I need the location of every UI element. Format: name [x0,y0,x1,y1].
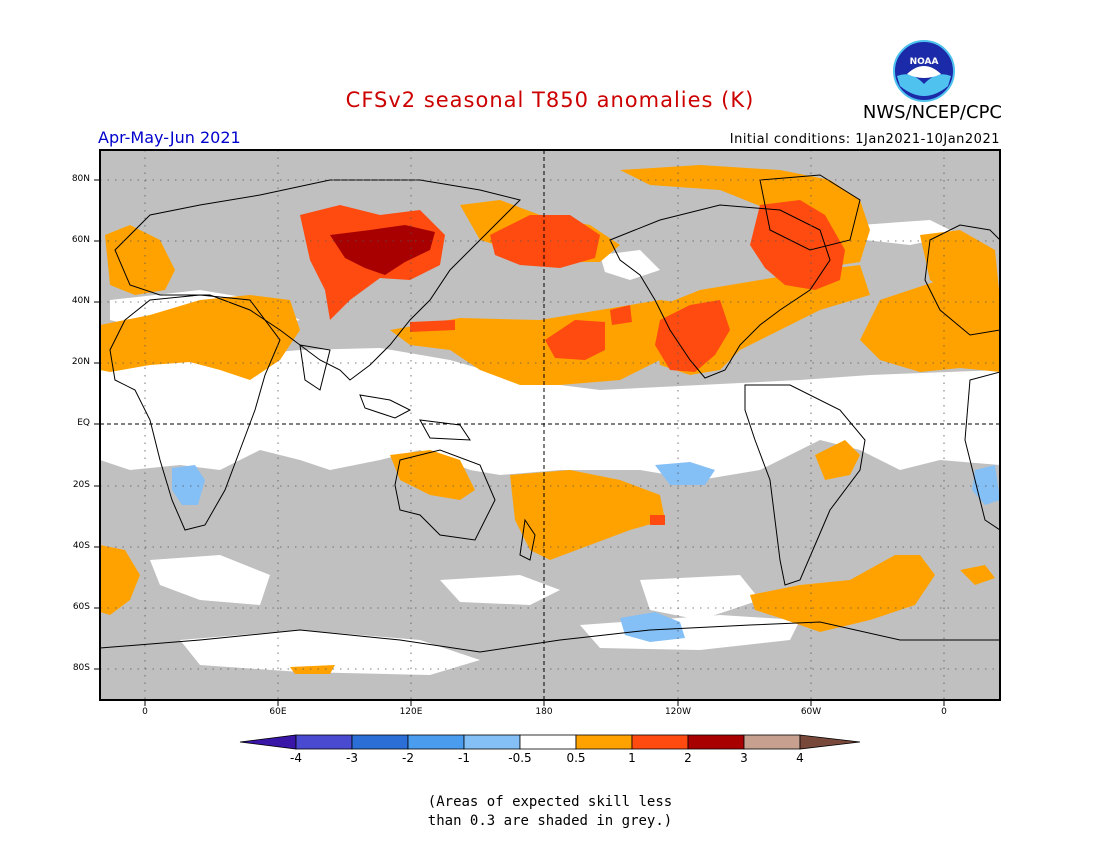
tropical-neutral-band [100,348,1000,480]
lon-label: 0 [941,707,947,717]
lat-label: 20N [71,357,90,367]
anomaly-orange-southern-ocean [750,555,935,632]
anomaly-orange-south-pacific [510,470,665,560]
colorbar-segment [463,734,521,750]
map-frame [99,149,1001,701]
lon-label: 180 [535,707,553,717]
anomaly-red-bering [490,215,600,268]
colorbar-segment [631,734,689,750]
anomaly-darkred-siberia [330,225,435,275]
anomaly-orange-south-atlantic [100,545,140,615]
anomaly-blue-south-pacific [655,462,715,485]
lon-label: 60E [269,707,287,717]
lat-label: 40S [72,541,90,551]
colorbar-label: -2 [402,751,414,765]
anomaly-red-small [410,320,455,332]
anomaly-orange-antarctic-strip [290,665,335,674]
colorbar-label: 0.5 [566,751,586,765]
anomaly-red-small [650,515,665,525]
coastlines [100,174,1000,653]
colorbar [239,734,861,750]
anomaly-blue-southern-africa [172,465,205,505]
noaa-logo-text: NOAA [910,57,939,67]
south-white-patch [640,575,760,620]
anomaly-orange-europe-east [920,230,1000,300]
colorbar-label: 3 [740,751,748,765]
grid-lines [100,150,1000,700]
anomaly-red-greenland [750,200,845,290]
colorbar-label: -4 [290,751,302,765]
colorbar-segment [407,734,465,750]
agency-label: NWS/NCEP/CPC [862,102,1002,123]
skill-note-line: (Areas of expected skill less [427,794,673,810]
colorbar-segment [295,734,353,750]
colorbar-label: -1 [458,751,470,765]
anomaly-orange-south-america [815,440,860,480]
lon-label: 120E [399,707,423,717]
tick-marks [94,179,945,706]
anomaly-orange-atlantic [860,280,1000,372]
white-patch [600,250,660,280]
lat-label: 80S [72,663,90,673]
lat-label: 60S [72,602,90,612]
colorbar-label: 2 [684,751,692,765]
noaa-logo: NOAA [893,40,955,102]
colorbar-label: 4 [796,751,804,765]
skill-note-line: than 0.3 are shaded in grey.) [427,813,673,829]
lon-label: 120W [664,707,692,717]
lon-label: 60W [800,707,822,717]
south-white-patch [150,555,270,605]
lat-label: 80N [71,174,90,184]
anomaly-orange-europe-west [960,565,995,585]
anomaly-blue-southern-ocean [620,612,685,642]
colorbar-label: 1 [628,751,636,765]
colorbar-arrow-right [799,734,861,750]
anomaly-red-mexico [655,300,730,372]
lat-label: EQ [77,418,90,428]
south-white-patch [440,575,560,605]
lat-label: 20S [72,480,90,490]
colorbar-segment [351,734,409,750]
colorbar-segment [575,734,633,750]
colorbar-segment [687,734,745,750]
colorbar-segment [743,734,801,750]
anomaly-orange-north-africa [100,295,300,380]
colorbar-label: -0.5 [508,751,532,765]
skill-note: (Areas of expected skill less than 0.3 a… [0,793,1100,831]
lat-label: 60N [71,235,90,245]
initial-conditions-label: Initial conditions: 1Jan2021-10Jan2021 [729,132,1000,147]
season-label: Apr-May-Jun 2021 [98,128,241,147]
map-title: CFSv2 seasonal T850 anomalies (K) [345,88,755,112]
colorbar-arrow-left [239,734,297,750]
lon-label: 0 [142,707,148,717]
anomaly-red-north-pacific [545,320,605,360]
colorbar-segment [519,734,577,750]
anomaly-orange-australia [390,450,475,500]
lat-label: 40N [71,296,90,306]
colorbar-label: -3 [346,751,358,765]
anomaly-red-small [610,305,632,325]
